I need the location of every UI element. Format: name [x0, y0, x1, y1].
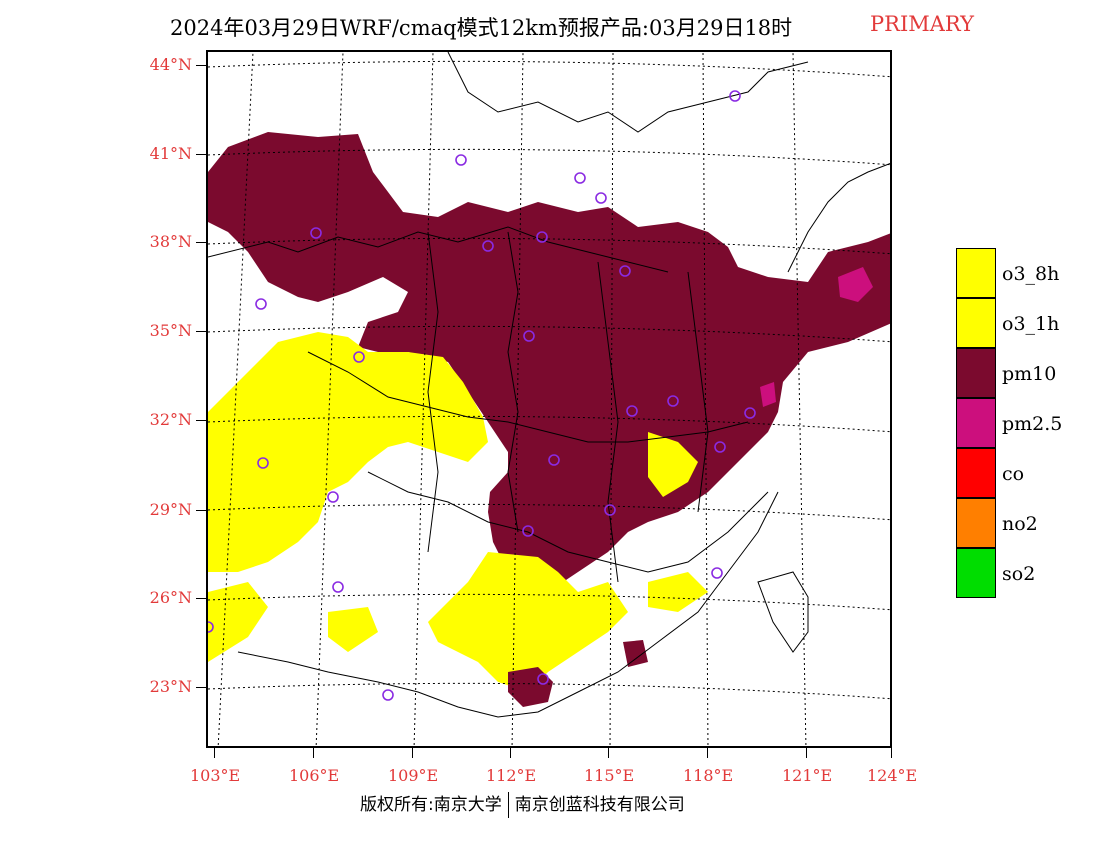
o3-region: [328, 607, 378, 652]
o3-region: [648, 572, 708, 612]
longitude-tick: [608, 748, 609, 758]
o3-region: [208, 582, 268, 662]
latitude-label: 41°N: [149, 144, 192, 163]
title-main: 2024年03月29日WRF/cmaq模式12km预报产品:03月29日18时: [170, 16, 793, 40]
legend-item: so2: [956, 548, 1096, 598]
legend-swatch: [956, 348, 996, 398]
legend-item: o3_8h: [956, 248, 1096, 298]
legend-label: co: [1002, 463, 1025, 485]
longitude-tick: [806, 748, 807, 758]
latitude-label: 44°N: [149, 55, 192, 74]
title-tag: PRIMARY: [870, 12, 974, 36]
legend: o3_8h o3_1h pm10 pm2.5 co no2 so2: [956, 248, 1096, 598]
footer-separator: [507, 792, 509, 818]
longitude-label: 109°E: [388, 766, 439, 785]
longitude-tick: [891, 748, 892, 758]
legend-label: o3_1h: [1002, 313, 1060, 335]
copyright-footer: 版权所有:南京大学 南京创蓝科技有限公司: [360, 790, 685, 818]
legend-item: no2: [956, 498, 1096, 548]
longitude-label: 121°E: [782, 766, 833, 785]
latitude-tick: [196, 242, 206, 243]
legend-label: o3_8h: [1002, 263, 1060, 285]
o3-region: [648, 432, 698, 497]
longitude-label: 112°E: [486, 766, 537, 785]
longitude-tick: [510, 748, 511, 758]
latitude-tick: [196, 331, 206, 332]
latitude-tick: [196, 598, 206, 599]
latitude-tick: [196, 687, 206, 688]
o3-region: [208, 332, 488, 572]
longitude-tick: [214, 748, 215, 758]
latitude-label: 26°N: [149, 588, 192, 607]
latitude-label: 32°N: [149, 410, 192, 429]
legend-swatch: [956, 398, 996, 448]
longitude-tick: [707, 748, 708, 758]
legend-item: co: [956, 448, 1096, 498]
copyright-left: 版权所有:南京大学: [360, 795, 502, 815]
legend-item: pm10: [956, 348, 1096, 398]
longitude-label: 118°E: [683, 766, 734, 785]
longitude-tick: [412, 748, 413, 758]
legend-swatch: [956, 448, 996, 498]
latitude-label: 35°N: [149, 321, 192, 340]
longitude-label: 103°E: [190, 766, 241, 785]
legend-item: o3_1h: [956, 298, 1096, 348]
pm2-5-region: [838, 267, 873, 302]
latitude-label: 23°N: [149, 677, 192, 696]
pm2-5-region: [760, 382, 776, 407]
legend-label: pm10: [1002, 363, 1057, 385]
legend-label: so2: [1002, 563, 1036, 585]
latitude-tick: [196, 65, 206, 66]
latitude-label: 29°N: [149, 500, 192, 519]
legend-swatch: [956, 248, 996, 298]
longitude-label: 124°E: [867, 766, 918, 785]
station-markers: [208, 90, 756, 701]
forecast-map: [208, 52, 890, 746]
longitude-tick: [313, 748, 314, 758]
pm10-region: [508, 667, 553, 707]
latitude-tick: [196, 154, 206, 155]
legend-label: pm2.5: [1002, 413, 1063, 435]
longitude-label: 106°E: [289, 766, 340, 785]
pm10-region: [623, 640, 648, 667]
legend-item: pm2.5: [956, 398, 1096, 448]
legend-swatch: [956, 548, 996, 598]
map-frame: [206, 50, 892, 748]
legend-swatch: [956, 498, 996, 548]
graticule: [208, 52, 890, 746]
latitude-tick: [196, 420, 206, 421]
latitude-tick: [196, 510, 206, 511]
o3-region: [428, 552, 628, 692]
latitude-label: 38°N: [149, 232, 192, 251]
copyright-right: 南京创蓝科技有限公司: [514, 795, 685, 815]
legend-label: no2: [1002, 513, 1038, 535]
longitude-label: 115°E: [584, 766, 635, 785]
legend-swatch: [956, 298, 996, 348]
